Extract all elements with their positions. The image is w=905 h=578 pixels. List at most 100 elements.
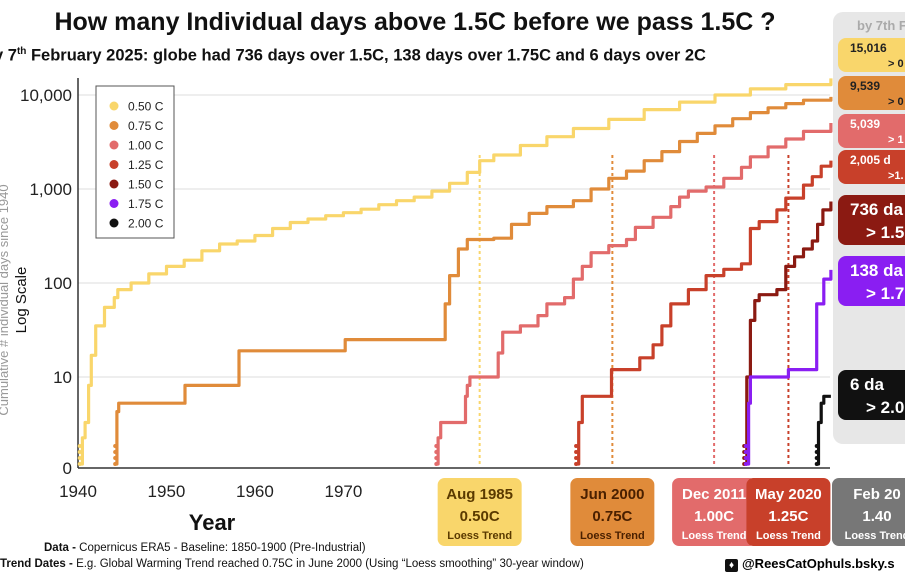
trend-box-value: 0.75C [592,508,632,525]
series-start-dot [743,444,748,448]
summary-box [838,114,905,148]
x-axis-label: Year [189,510,236,535]
trend-box-bg [570,478,655,546]
series-start-dot [434,456,439,460]
legend-marker [109,218,119,228]
series-start-dot [814,462,819,466]
series-start-dot [434,450,439,454]
trend-box-note: Loess Trend [682,530,747,542]
chart-subtitle: y 7th February 2025: globe had 736 days … [0,46,706,66]
y-tick-label: 0 [63,459,72,478]
series-line [576,160,833,466]
summary-box-threshold: > 1.5 [866,223,904,242]
y-axis-label-side: Cumulative # individual days since 1940 [0,184,11,415]
trend-marker-box: Aug 1985 0.50C Loess Trend [437,478,522,546]
series-start-dot [113,462,118,466]
trend-box-bg [672,478,757,546]
chart-title: How many Individual days above 1.5C befo… [54,8,776,36]
legend-label: 1.00 C [128,139,164,153]
trend-box-value: 1.40 [862,508,891,525]
summary-box-threshold: > 1.7 [866,284,904,303]
footer-data-label: Data - [44,542,76,554]
summary-box [838,76,905,110]
legend-label: 1.75 C [128,197,164,211]
subtitle-sup: th [16,46,27,57]
summary-box-count: 2,005 d [850,153,891,167]
series-start-dot [434,444,439,448]
legend-marker [109,140,119,150]
series-start-dot [574,462,579,466]
series-start-dot [77,444,82,448]
trend-box-note: Loess Trend [756,530,821,542]
legend-label: 1.50 C [128,178,164,192]
series-start-dot [113,450,118,454]
trend-marker-box: Feb 20 1.40 Loess Trend [832,478,905,546]
legend-box [95,85,175,239]
series-start-dot [113,444,118,448]
trend-box-bg [832,478,905,546]
y-tick-label: 1,000 [29,180,72,199]
summary-box [838,195,905,245]
series-start-dot [574,456,579,460]
trend-marker-box: Jun 2000 0.75C Loess Trend [570,478,655,546]
series-line [436,123,833,466]
legend-label: 2.00 C [128,217,164,231]
legend-label: 0.50 C [128,100,164,114]
series-start-dot [814,444,819,448]
summary-box-threshold: > 1 [888,134,904,146]
trend-box-value: 1.25C [768,508,808,525]
trend-marker-box: Dec 2011 1.00C Loess Trend [672,478,757,546]
author-handle[interactable]: ♦ @ReesCatOphuls.bsky.s [725,556,895,572]
series-start-dot [77,456,82,460]
summary-box [838,150,905,184]
footer-data: Data - Copernicus ERA5 - Baseline: 1850-… [44,542,366,554]
trend-box-value: 1.00C [694,508,734,525]
series-line [816,394,831,466]
series-start-dot [113,456,118,460]
right-summary-panel: by 7th F15,016> 09,539> 05,039> 12,005 d… [833,12,905,444]
y-axis-label: Log Scale [13,267,30,334]
x-tick-label: 1970 [324,482,362,501]
series-start-dot [77,450,82,454]
footer-trend-label: Trend Dates - [0,558,73,570]
footer-trend: Trend Dates - E.g. Global Warming Trend … [0,558,584,570]
legend-label: 1.25 C [128,158,164,172]
series-start-dot [743,462,748,466]
x-tick-label: 1940 [59,482,97,501]
y-tick-label: 100 [44,274,72,293]
series-start-dot [77,462,82,466]
legend: 0.50 C 0.75 C 1.00 C 1.25 C 1.50 C 1.75 C 2.00… [95,85,175,239]
trend-box-note: Loess Trend [580,530,645,542]
summary-box-threshold: >1. [888,170,904,182]
trend-box-date: Dec 2011 [682,486,746,503]
summary-box-threshold: > 0 [888,96,904,108]
summary-box-count: 736 da [850,200,903,219]
summary-box [838,256,905,306]
series-start-dot [574,450,579,454]
legend-marker [109,179,119,189]
summary-box-count: 138 da [850,261,903,280]
series-start-dot [814,456,819,460]
summary-box-count: 9,539 [850,79,880,93]
trend-marker-box: May 2020 1.25C Loess Trend [746,478,831,546]
x-tick-label: 1950 [148,482,186,501]
y-tick-label: 10,000 [20,86,72,105]
summary-box-threshold: > 0 [888,58,904,70]
x-tick-label: 1960 [236,482,274,501]
legend-marker [109,160,119,169]
handle-text: @ReesCatOphuls.bsky.s [742,556,895,571]
trend-box-bg [437,478,522,546]
series-start-dot [743,456,748,460]
series-line [79,78,833,466]
legend-marker [109,101,119,111]
summary-box [838,370,905,420]
summary-box-count: 15,016 [850,41,887,55]
series-start-dot [574,444,579,448]
legend-label: 0.75 C [128,119,164,133]
subtitle-prefix: y 7 [0,46,17,65]
series-line [746,269,833,466]
trend-box-note: Loess Trend [845,530,905,542]
legend-marker [109,199,119,208]
